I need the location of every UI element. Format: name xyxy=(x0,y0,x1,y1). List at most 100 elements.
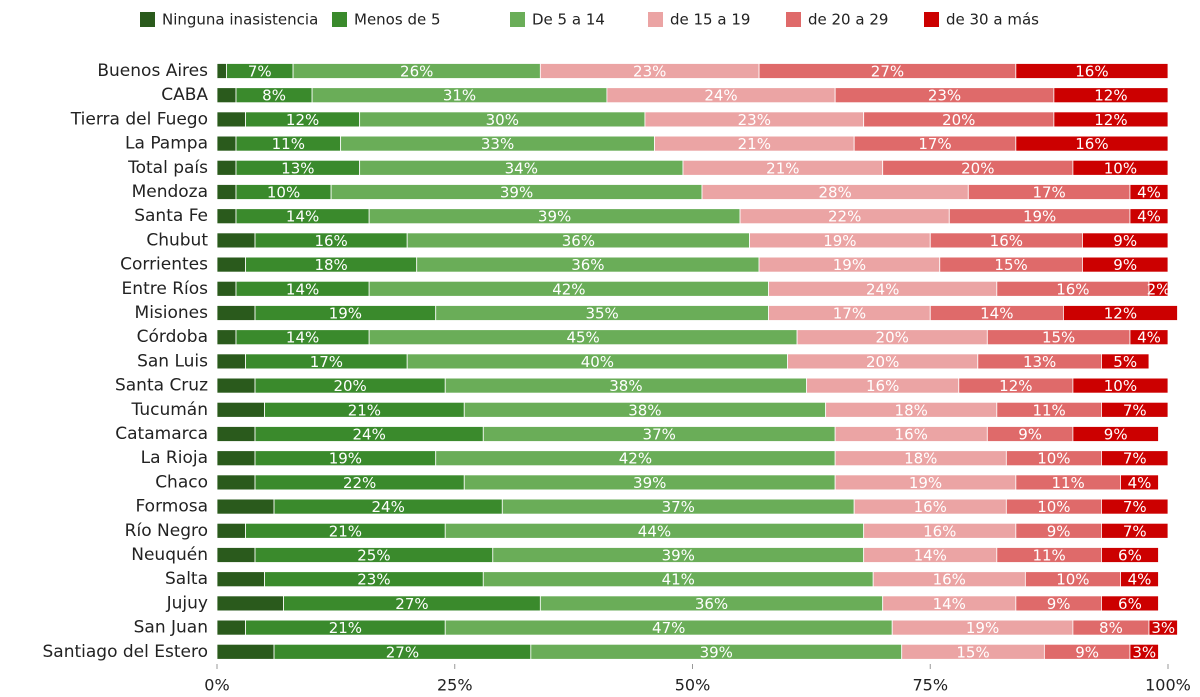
value-label: 16% xyxy=(1075,63,1108,81)
value-label: 22% xyxy=(343,474,376,492)
value-label: 40% xyxy=(581,353,614,371)
category-label: CABA xyxy=(161,85,208,105)
legend-swatch xyxy=(786,12,801,27)
value-label: 14% xyxy=(286,280,319,298)
category-label: Total país xyxy=(127,158,208,178)
bar-segment xyxy=(216,305,256,321)
value-label: 10% xyxy=(1104,159,1137,177)
bar-segment xyxy=(1072,426,1159,442)
category-label: La Pampa xyxy=(125,134,208,154)
value-label: 27% xyxy=(871,63,904,81)
value-label: 21% xyxy=(348,401,381,419)
value-label: 19% xyxy=(329,450,362,468)
bar-segment xyxy=(1129,184,1169,200)
legend-label: Ninguna inasistencia xyxy=(162,11,318,29)
value-label: 3% xyxy=(1151,619,1175,637)
value-label: 16% xyxy=(914,498,947,516)
bar-segment xyxy=(216,63,227,79)
value-label: 10% xyxy=(1037,498,1070,516)
value-label: 16% xyxy=(923,522,956,540)
value-label: 13% xyxy=(281,159,314,177)
category-label: Neuquén xyxy=(131,545,208,565)
value-label: 8% xyxy=(1099,619,1123,637)
value-label: 23% xyxy=(928,87,961,105)
value-label: 17% xyxy=(1032,184,1065,202)
value-label: 21% xyxy=(766,159,799,177)
bar-segment xyxy=(1120,571,1159,588)
value-label: 33% xyxy=(481,135,514,153)
value-label: 19% xyxy=(833,256,866,274)
value-label: 4% xyxy=(1128,571,1152,589)
bar-segment xyxy=(216,426,256,442)
category-label: Formosa xyxy=(136,497,209,517)
category-label: Tierra del Fuego xyxy=(70,109,208,129)
category-label: Santa Fe xyxy=(134,206,208,226)
value-label: 16% xyxy=(933,571,966,589)
value-label: 8% xyxy=(262,87,286,105)
value-label: 36% xyxy=(695,595,728,613)
value-label: 4% xyxy=(1137,208,1161,226)
value-label: 3% xyxy=(1132,643,1156,661)
value-label: 14% xyxy=(286,329,319,347)
value-label: 17% xyxy=(918,135,951,153)
bar-segment xyxy=(216,353,246,370)
legend-label: De 5 a 14 xyxy=(532,11,605,29)
value-label: 14% xyxy=(980,305,1013,323)
bar-segment xyxy=(1148,619,1178,636)
x-tick-label: 25% xyxy=(437,676,473,695)
value-label: 9% xyxy=(1047,522,1071,540)
value-label: 7% xyxy=(1123,522,1147,540)
value-label: 47% xyxy=(652,619,685,637)
bar-segment xyxy=(1101,498,1169,515)
value-label: 23% xyxy=(633,63,666,81)
value-label: 16% xyxy=(1056,280,1089,298)
bar-segment xyxy=(1062,305,1178,321)
value-label: 11% xyxy=(1051,474,1084,492)
bar-segment xyxy=(1072,159,1169,176)
value-label: 10% xyxy=(267,184,300,202)
value-label: 20% xyxy=(942,111,975,129)
value-label: 28% xyxy=(818,184,851,202)
value-label: 4% xyxy=(1137,329,1161,347)
value-label: 9% xyxy=(1075,643,1099,661)
value-label: 39% xyxy=(700,643,733,661)
bar-segment xyxy=(216,280,237,297)
value-label: 23% xyxy=(738,111,771,129)
value-label: 16% xyxy=(895,426,928,444)
value-label: 19% xyxy=(823,232,856,250)
bar-segment xyxy=(216,643,275,660)
value-label: 10% xyxy=(1056,571,1089,589)
bar-segment xyxy=(216,547,256,563)
bar-segment xyxy=(216,450,256,467)
value-label: 39% xyxy=(500,184,533,202)
x-tick-label: 0% xyxy=(204,676,229,695)
bar-segment xyxy=(1120,474,1159,491)
value-label: 25% xyxy=(357,547,390,565)
bar-segment xyxy=(1082,256,1169,273)
legend-label: de 15 a 19 xyxy=(670,11,750,29)
legend-swatch xyxy=(510,12,525,27)
category-label: Mendoza xyxy=(132,182,208,202)
value-label: 31% xyxy=(443,87,476,105)
bar-segment xyxy=(216,256,246,273)
value-label: 2% xyxy=(1147,280,1171,298)
bar-segment xyxy=(216,159,237,176)
value-label: 16% xyxy=(990,232,1023,250)
value-label: 45% xyxy=(566,329,599,347)
bar-segment xyxy=(216,474,256,491)
value-label: 19% xyxy=(966,619,999,637)
category-label: Chaco xyxy=(155,472,208,492)
value-label: 6% xyxy=(1118,595,1142,613)
value-label: 19% xyxy=(1023,208,1056,226)
bar-segment xyxy=(1053,87,1169,104)
category-label: Misiones xyxy=(135,303,209,323)
bar-segment xyxy=(216,184,237,200)
legend-label: de 20 a 29 xyxy=(808,11,888,29)
value-label: 16% xyxy=(1075,135,1108,153)
value-label: 39% xyxy=(662,547,695,565)
category-label: San Luis xyxy=(137,351,208,371)
value-label: 4% xyxy=(1128,474,1152,492)
bar-segment xyxy=(216,208,237,225)
